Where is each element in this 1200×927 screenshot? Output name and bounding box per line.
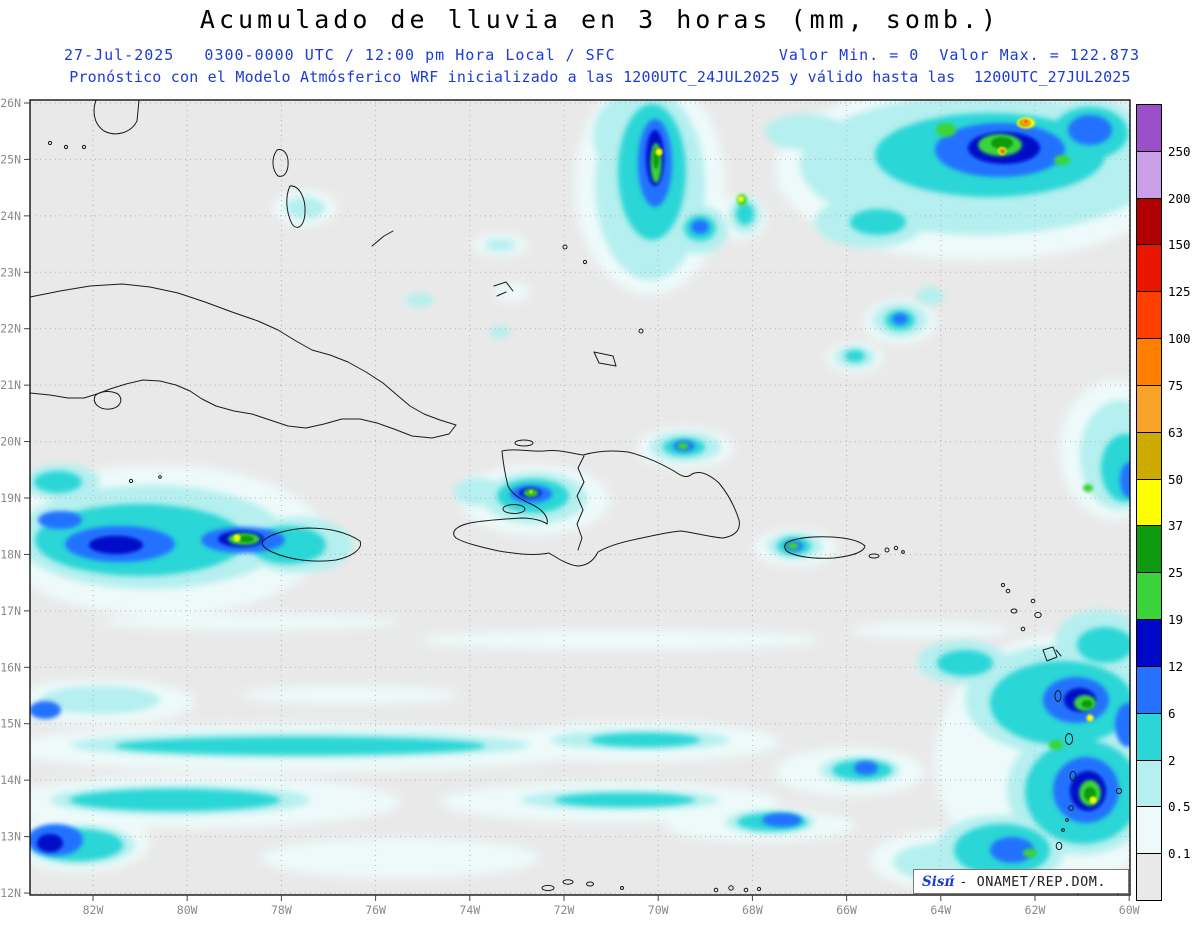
lon-label: 68W — [742, 903, 763, 917]
coast-crooked — [493, 281, 514, 297]
subtitle-row: 27-Jul-2025 0300-0000 UTC / 12:00 pm Hor… — [64, 46, 1140, 64]
subtitle-datetime: 27-Jul-2025 0300-0000 UTC / 12:00 pm Hor… — [64, 46, 616, 64]
lon-label: 60W — [1119, 903, 1140, 917]
lat-label: 24N — [0, 209, 21, 223]
coast-virgin-islands — [884, 547, 890, 553]
legend-swatch — [1136, 806, 1162, 855]
coast-jamaica — [261, 527, 362, 562]
axis-ticks — [24, 102, 1130, 901]
grid — [30, 100, 1130, 895]
legend-value: 75 — [1168, 377, 1184, 393]
legend-swatch — [1136, 525, 1162, 574]
legend-value: 19 — [1168, 612, 1184, 628]
lat-label: 22N — [0, 322, 21, 336]
legend-value: 37 — [1168, 518, 1184, 534]
lon-label: 76W — [365, 903, 386, 917]
coast-south-islets — [541, 879, 762, 893]
legend-swatch — [1136, 478, 1162, 527]
border-haiti-dr — [576, 455, 585, 551]
lat-label: 12N — [0, 886, 21, 900]
lat-label: 17N — [0, 604, 21, 618]
legend-value: 250 — [1168, 143, 1191, 159]
lon-label: 66W — [836, 903, 857, 917]
lon-label: 64W — [930, 903, 951, 917]
map-border — [29, 99, 1131, 896]
coast-tortuga — [514, 439, 534, 447]
coast-florida — [93, 100, 140, 135]
legend-swatch — [1136, 759, 1162, 808]
rain-level-high — [999, 119, 1031, 154]
coast-cuba — [30, 283, 457, 439]
legend-value: 25 — [1168, 565, 1184, 581]
legend-swatch — [1136, 384, 1162, 433]
coast-inagua — [593, 351, 617, 367]
lon-label: 62W — [1025, 903, 1046, 917]
legend-swatch — [1136, 104, 1162, 152]
legend-swatch — [1136, 197, 1162, 246]
lat-label: 13N — [0, 830, 21, 844]
legend-swatch — [1136, 431, 1162, 480]
watermark: Sisπ́ - ONAMET/REP.DOM. — [913, 869, 1129, 894]
lon-label: 72W — [554, 903, 575, 917]
lon-label: 80W — [177, 903, 198, 917]
coast-hispaniola — [453, 449, 740, 567]
legend-value: 125 — [1168, 284, 1191, 300]
coast-andros — [286, 185, 306, 228]
lat-label: 26N — [0, 96, 21, 110]
lat-label: 15N — [0, 717, 21, 731]
page-title: Acumulado de lluvia en 3 horas (mm, somb… — [199, 5, 1001, 34]
legend-swatch — [1136, 712, 1162, 761]
coast-vieques — [868, 553, 880, 559]
lat-label: 19N — [0, 491, 21, 505]
coast-gonave — [502, 504, 526, 514]
axis-labels: 26N 25N 24N 23N 22N 21N 20N 19N 18N 17N 16N 15N 14N 1… — [0, 96, 1139, 917]
lat-label: 23N — [0, 265, 21, 279]
legend-value: 6 — [1168, 705, 1176, 721]
legend-swatch — [1136, 150, 1162, 199]
coast-isla-juventud — [93, 391, 122, 410]
coast-bahamas-cays — [371, 230, 394, 247]
legend-value: 200 — [1168, 190, 1191, 206]
legend-value: 150 — [1168, 237, 1191, 253]
watermark-brand: Sisπ́ — [922, 873, 955, 890]
legend-value: 0.5 — [1168, 799, 1191, 815]
lon-label: 74W — [459, 903, 480, 917]
legend-swatch — [1136, 338, 1162, 386]
legend-swatch — [1136, 665, 1162, 714]
legend-swatch — [1136, 853, 1162, 902]
colorbar — [1136, 104, 1162, 902]
legend-value: 12 — [1168, 658, 1184, 674]
legend-value: 50 — [1168, 471, 1184, 487]
coast-keys — [47, 140, 53, 146]
legend-swatch — [1136, 291, 1162, 340]
lat-label: 18N — [0, 547, 21, 561]
subtitle-model: Pronóstico con el Modelo Atmósferico WRF… — [69, 68, 1131, 86]
legend-value: 2 — [1168, 752, 1176, 768]
legend-value: 100 — [1168, 331, 1191, 347]
legend-value: 0.1 — [1168, 846, 1191, 862]
lat-label: 14N — [0, 773, 21, 787]
coast-turks — [638, 328, 644, 334]
lon-label: 70W — [648, 903, 669, 917]
subtitle-minmax: Valor Min. = 0 Valor Max. = 122.873 — [778, 46, 1140, 64]
lat-label: 20N — [0, 435, 21, 449]
legend-value: 63 — [1168, 424, 1184, 440]
lat-label: 21N — [0, 378, 21, 392]
coast-puerto-rico — [784, 536, 866, 559]
lat-label: 25N — [0, 152, 21, 166]
map-clipped-area — [30, 100, 1130, 895]
coast-cayman — [128, 478, 134, 484]
legend-swatch — [1136, 572, 1162, 621]
lon-label: 78W — [271, 903, 292, 917]
coast-bimini — [272, 149, 289, 177]
watermark-text: - ONAMET/REP.DOM. — [959, 873, 1107, 890]
legend-swatch — [1136, 244, 1162, 293]
legend-swatch — [1136, 619, 1162, 667]
lon-label: 82W — [83, 903, 104, 917]
lat-label: 16N — [0, 660, 21, 674]
